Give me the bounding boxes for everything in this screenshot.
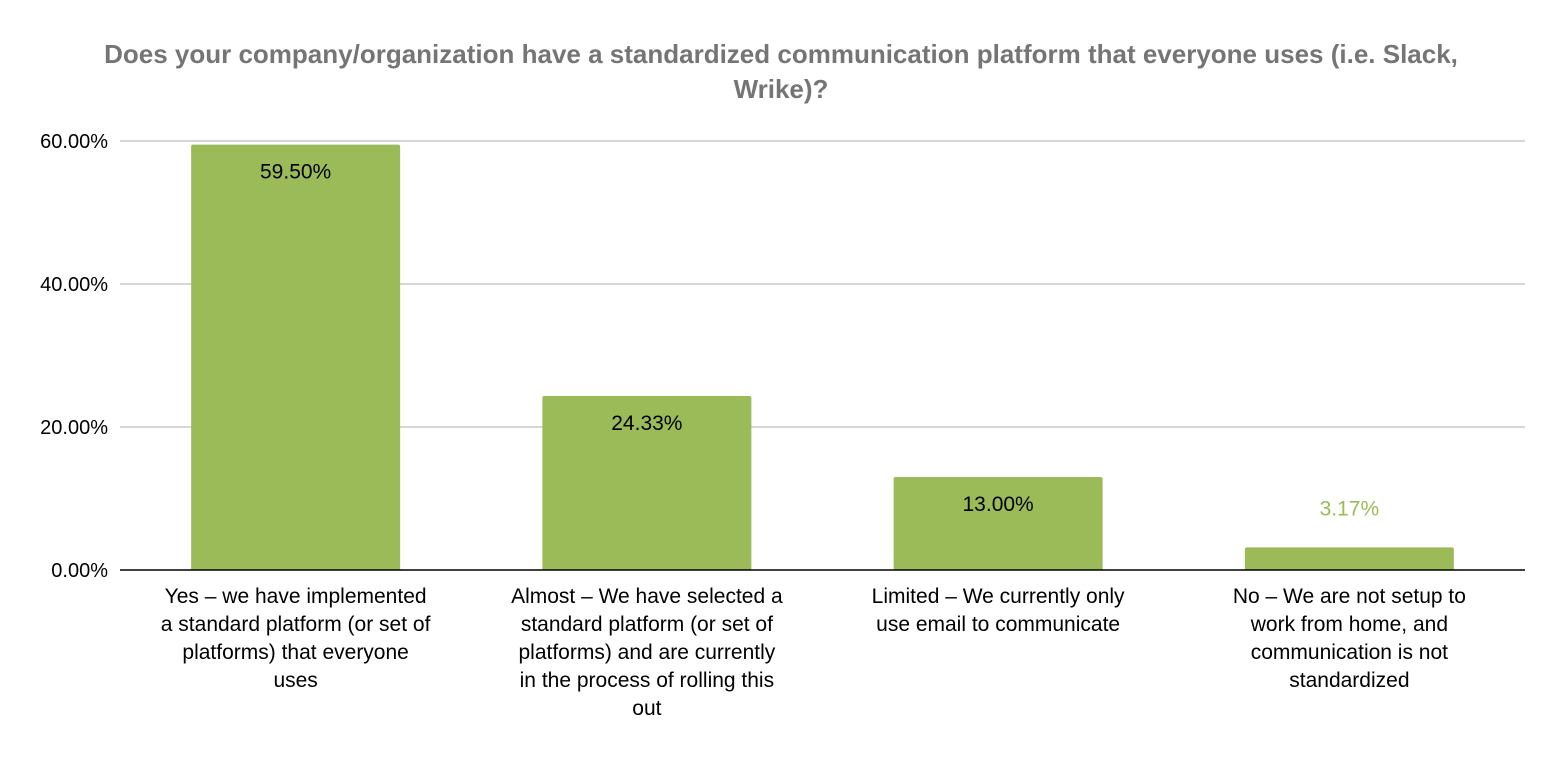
- category-label: platforms) and are currently: [518, 641, 775, 664]
- data-labels: 59.50% 24.33% 13.00% 3.17%: [260, 161, 1379, 521]
- y-tick-label: 0.00%: [51, 560, 108, 582]
- data-label: 24.33%: [611, 412, 682, 435]
- y-axis-tick-labels: 0.00% 20.00% 40.00% 60.00%: [40, 131, 108, 582]
- chart-title: Does your company/organization have a st…: [104, 39, 1458, 104]
- y-tick-label: 40.00%: [40, 274, 108, 296]
- category-label: communication is not: [1251, 641, 1448, 664]
- y-tick-label: 20.00%: [40, 417, 108, 439]
- category-label: out: [632, 697, 661, 720]
- data-label: 3.17%: [1320, 497, 1380, 520]
- y-tick-label: 60.00%: [40, 131, 108, 153]
- category-label: standard platform (or set of: [521, 613, 773, 636]
- bars: [191, 144, 1454, 570]
- chart-title-line: Does your company/organization have a st…: [104, 39, 1458, 69]
- chart-title-line: Wrike)?: [734, 74, 829, 104]
- bar: [191, 144, 401, 570]
- category-label: use email to communicate: [876, 613, 1120, 636]
- category-label: a standard platform (or set of: [161, 613, 431, 636]
- category-label: platforms) that everyone: [182, 641, 408, 664]
- category-label: work from home, and: [1250, 613, 1448, 636]
- category-label: No – We are not setup to: [1233, 585, 1466, 608]
- bar: [1244, 547, 1454, 570]
- bar: [893, 477, 1103, 570]
- data-label: 13.00%: [963, 493, 1034, 516]
- bar: [542, 396, 752, 570]
- category-label: Yes – we have implemented: [165, 585, 427, 608]
- category-label: standardized: [1289, 669, 1409, 692]
- data-label: 59.50%: [260, 161, 331, 184]
- category-label: Almost – We have selected a: [511, 585, 783, 608]
- category-label: in the process of rolling this: [520, 669, 774, 692]
- category-label: Limited – We currently only: [872, 585, 1125, 608]
- category-labels: Yes – we have implemented a standard plat…: [161, 585, 1466, 720]
- category-label: uses: [273, 669, 317, 692]
